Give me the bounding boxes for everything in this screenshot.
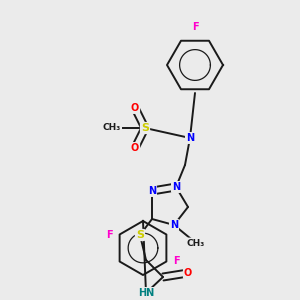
- Text: O: O: [131, 103, 139, 113]
- Text: F: F: [106, 230, 113, 239]
- Text: CH₃: CH₃: [187, 238, 205, 247]
- Text: S: S: [136, 230, 144, 240]
- Text: N: N: [172, 182, 180, 192]
- Text: S: S: [141, 123, 149, 133]
- Text: CH₃: CH₃: [103, 124, 121, 133]
- Text: N: N: [170, 220, 178, 230]
- Text: O: O: [184, 268, 192, 278]
- Text: N: N: [148, 186, 156, 196]
- Text: N: N: [186, 133, 194, 143]
- Text: F: F: [192, 22, 198, 32]
- Text: F: F: [173, 256, 180, 266]
- Text: O: O: [131, 143, 139, 153]
- Text: HN: HN: [138, 288, 154, 298]
